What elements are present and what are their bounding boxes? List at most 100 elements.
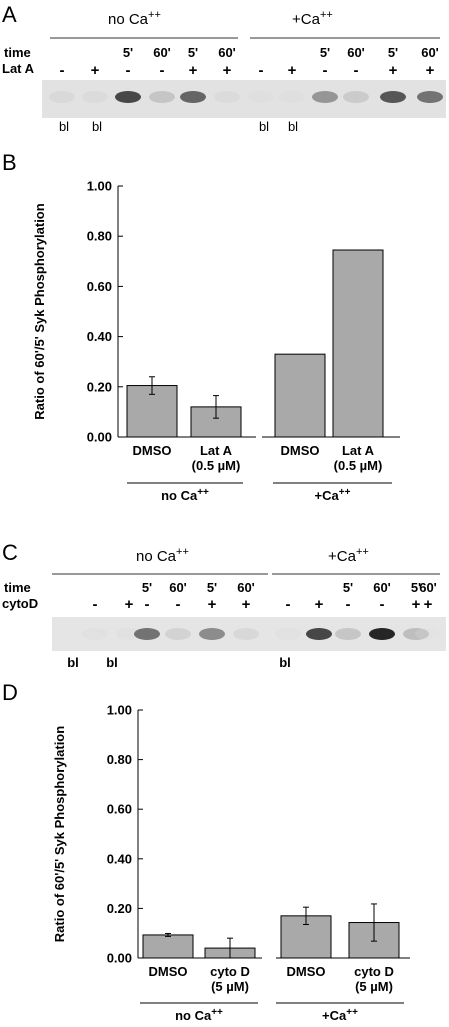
b-category-sublabel-3: (0.5 µM) (334, 458, 383, 473)
panel-a-time-labels: 5' 60' 5' 60' 5' 60' 5' 60' (123, 45, 439, 60)
c-band-10 (403, 628, 429, 640)
d-y-axis-label: Ratio of 60'/5' Syk Phosphorylation (52, 726, 67, 942)
b-bar-2 (274, 353, 326, 438)
b-category-label-0: DMSO (133, 443, 172, 458)
c-blank-label-1: bl (106, 655, 118, 670)
a-time-label-10: 5' (388, 45, 398, 60)
b-y-axis-label: Ratio of 60'/5' Syk Phosphorylation (32, 203, 47, 419)
a-time-label-2: 5' (123, 45, 133, 60)
d-y-tick-label-4: 0.80 (107, 752, 132, 767)
b-bar-3 (332, 249, 384, 438)
panel-a-drug-labels: - + - - + + - + - - + + (60, 62, 435, 79)
panel-a-row-time-label: time (4, 45, 31, 60)
a-time-label-8: 5' (320, 45, 330, 60)
c-drug-sign-8: - (346, 596, 351, 613)
a-band-11 (417, 91, 443, 103)
c-blank-label-2: bl (279, 655, 291, 670)
c-drug-sign-11: + (424, 596, 433, 613)
b-y-tick-label-2: 0.40 (87, 329, 112, 344)
c-band-8 (335, 628, 361, 640)
panel-b-letter: B (2, 150, 17, 175)
c-band-5 (233, 628, 259, 640)
a-band-2 (115, 91, 141, 103)
c-drug-sign-7: + (315, 596, 324, 613)
c-time-label-11: 60' (419, 580, 437, 595)
a-time-label-5: 60' (218, 45, 236, 60)
a-band-9 (343, 91, 369, 103)
a-time-label-3: 60' (153, 45, 171, 60)
d-category-label-0: DMSO (149, 964, 188, 979)
c-time-label-3: 60' (169, 580, 187, 595)
c-time-label-4: 5' (207, 580, 217, 595)
c-drug-sign-5: + (242, 596, 251, 613)
panel-c-group-plus-ca: +Ca++ (328, 546, 369, 565)
d-category-sublabel-3: (5 µM) (355, 979, 393, 994)
a-blank-label-3: bl (288, 119, 298, 134)
c-band-4 (199, 628, 225, 640)
c-band-9 (369, 628, 395, 640)
panel-c-bands (82, 628, 441, 640)
d-error-bar-3 (371, 903, 377, 942)
panel-c-blank-labels: bl bl bl (67, 655, 291, 670)
a-drug-sign-11: + (426, 62, 435, 79)
a-drug-sign-6: - (259, 62, 264, 79)
panel-c-group-no-ca: no Ca++ (136, 546, 189, 565)
d-category-label-1: cyto D (210, 964, 250, 979)
b-y-tick-label-0: 0.00 (87, 430, 112, 445)
b-error-bar-0 (149, 376, 155, 395)
a-drug-sign-3: - (160, 62, 165, 79)
b-y-tick-label-1: 0.20 (87, 379, 112, 394)
panel-d-letter: D (2, 680, 18, 705)
a-band-3 (149, 91, 175, 103)
panel-a-row-drug-label: Lat A (2, 61, 35, 76)
c-drug-sign-6: - (286, 596, 291, 613)
a-band-7 (279, 91, 305, 103)
d-category-label-2: DMSO (287, 964, 326, 979)
d-y-tick-label-2: 0.40 (107, 851, 132, 866)
c-time-label-8: 5' (343, 580, 353, 595)
a-blank-label-1: bl (92, 119, 102, 134)
a-band-4 (180, 91, 206, 103)
a-band-0 (49, 91, 75, 103)
b-category-label-1: Lat A (200, 443, 233, 458)
panel-a-blot (42, 80, 446, 118)
c-time-label-2: 5' (142, 580, 152, 595)
c-blank-label-0: bl (67, 655, 79, 670)
panel-c-letter: C (2, 540, 18, 565)
c-band-2 (134, 628, 160, 640)
a-drug-sign-2: - (126, 62, 131, 79)
panel-c-row-time-label: time (4, 580, 31, 595)
a-drug-sign-8: - (323, 62, 328, 79)
d-category-sublabel-1: (5 µM) (211, 979, 249, 994)
c-drug-sign-2: - (145, 596, 150, 613)
c-band-1 (116, 628, 142, 640)
a-drug-sign-10: + (389, 62, 398, 79)
b-y-tick-label-3: 0.60 (87, 279, 112, 294)
c-band-0 (82, 628, 108, 640)
c-drug-sign-0: - (93, 596, 98, 613)
c-drug-sign-10: + (412, 596, 421, 613)
a-band-8 (312, 91, 338, 103)
d-y-tick-label-0: 0.00 (107, 951, 132, 966)
b-group-label-1: +Ca++ (315, 487, 351, 504)
panel-a-bands (49, 91, 443, 103)
a-drug-sign-1: + (91, 62, 100, 79)
c-drug-sign-9: - (380, 596, 385, 613)
a-drug-sign-0: - (60, 62, 65, 79)
panel-c-row-drug-label: cytoD (2, 596, 38, 611)
d-group-label-0: no Ca++ (175, 1007, 223, 1024)
a-band-5 (214, 91, 240, 103)
panel-b-chart: 0.00 0.20 0.40 0.60 0.80 1.00 Ratio of 60'/5' … (32, 179, 400, 504)
a-blank-label-0: bl (59, 119, 69, 134)
d-error-bar-0 (165, 932, 171, 937)
a-time-label-4: 5' (188, 45, 198, 60)
d-error-bar-1 (227, 937, 233, 959)
a-drug-sign-5: + (223, 62, 232, 79)
a-band-10 (380, 91, 406, 103)
a-time-label-9: 60' (347, 45, 365, 60)
c-band-11 (415, 628, 441, 640)
b-y-tick-label-4: 0.80 (87, 229, 112, 244)
d-y-tick-label-3: 0.60 (107, 802, 132, 817)
c-band-7 (306, 628, 332, 640)
